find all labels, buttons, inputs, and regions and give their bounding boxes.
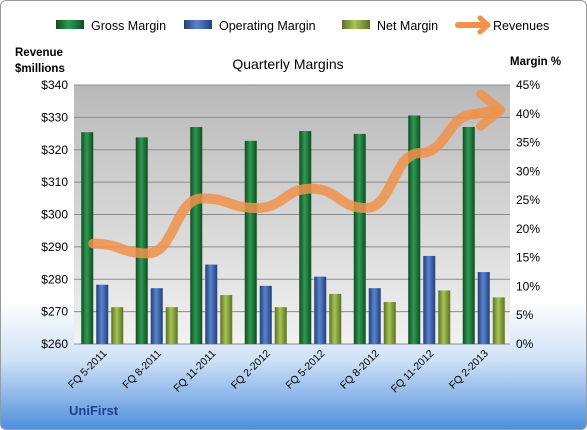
legend-swatch	[56, 20, 84, 29]
gross-margin-bar	[462, 127, 475, 344]
right-tick-label: 30%	[516, 164, 540, 178]
left-tick-label: $320	[41, 143, 68, 157]
x-tick-label: FQ 11-2011	[171, 348, 218, 395]
operating-margin-bar	[423, 255, 436, 344]
x-tick-label: FQ 2-2012	[229, 348, 273, 392]
operating-margin-bar	[205, 264, 218, 344]
legend-swatch	[184, 20, 212, 29]
right-axis-ticks: 45% 40% 35% 30% 25% 20% 15% 10% 5% 0%	[516, 78, 540, 351]
legend-label: Revenues	[493, 19, 549, 33]
operating-margin-bar	[259, 285, 272, 344]
legend-swatch	[342, 20, 370, 29]
company-label: UniFirst	[69, 403, 119, 418]
left-tick-label: $280	[41, 272, 68, 286]
legend: Gross Margin Operating Margin Net Margin Re…	[56, 15, 549, 35]
legend-label: Net Margin	[377, 19, 438, 33]
right-tick-label: 15%	[516, 251, 540, 265]
x-tick-label: FQ 5-2011	[66, 348, 110, 392]
net-margin-bar	[220, 295, 233, 344]
legend-label: Operating Margin	[219, 19, 316, 33]
legend-swatch-arrow	[477, 15, 491, 35]
net-margin-bar	[165, 307, 178, 344]
net-margin-bar	[383, 301, 396, 344]
gross-margin-bar	[135, 137, 148, 344]
gross-margin-bar	[190, 127, 203, 344]
net-margin-bar	[492, 297, 505, 344]
net-margin-bar	[438, 290, 451, 344]
x-tick-label: FQ 2-2013	[447, 348, 491, 392]
left-tick-label: $340	[41, 78, 68, 92]
left-axis-title-line2: $millions	[15, 63, 65, 75]
x-tick-label: FQ 8-2012	[338, 348, 382, 392]
left-tick-label: $300	[41, 208, 68, 222]
left-tick-label: $290	[41, 240, 68, 254]
revenue-series	[88, 89, 506, 259]
gross-margin-bar	[81, 132, 94, 344]
bar-series	[81, 115, 505, 344]
right-tick-label: 20%	[516, 222, 540, 236]
right-tick-label: 5%	[516, 308, 534, 322]
left-axis-title: Revenue $millions	[15, 47, 66, 75]
right-tick-label: 0%	[516, 337, 534, 351]
right-tick-label: 10%	[516, 279, 540, 293]
operating-margin-bar	[150, 288, 163, 344]
left-axis-title-line1: Revenue	[15, 47, 63, 59]
gross-margin-bar	[244, 140, 257, 344]
x-tick-label: FQ 11-2012	[389, 348, 437, 396]
chart-title: Quarterly Margins	[232, 56, 343, 72]
net-margin-bar	[111, 307, 124, 344]
operating-margin-bar	[314, 276, 327, 344]
revenue-arrow-shaft	[469, 105, 502, 120]
x-tick-label: FQ 5-2012	[283, 348, 327, 392]
revenue-line	[88, 109, 480, 259]
gross-margin-bar	[408, 115, 421, 344]
operating-margin-bar	[96, 284, 109, 344]
left-tick-label: $330	[41, 110, 68, 124]
x-tick-label: FQ 8-2011	[120, 348, 164, 392]
gross-margin-bar	[299, 131, 312, 344]
x-axis-ticks: FQ 5-2011 FQ 8-2011 FQ 11-2011 FQ 2-2012 FQ …	[66, 348, 491, 396]
right-tick-label: 35%	[516, 136, 540, 150]
gross-margin-bar	[353, 133, 366, 344]
legend-label: Gross Margin	[91, 19, 166, 33]
net-margin-bar	[274, 307, 287, 344]
left-tick-label: $310	[41, 175, 68, 189]
right-axis-title: Margin %	[510, 56, 561, 68]
right-tick-label: 25%	[516, 193, 540, 207]
operating-margin-bar	[477, 272, 490, 344]
left-axis-ticks: $340 $330 $320 $310 $300 $290 $280 $270 $260	[41, 78, 68, 351]
right-tick-label: 45%	[516, 78, 540, 92]
operating-margin-bar	[368, 288, 381, 344]
net-margin-bar	[329, 293, 342, 344]
left-tick-label: $260	[41, 337, 68, 351]
right-tick-label: 40%	[516, 107, 540, 121]
left-tick-label: $270	[41, 305, 68, 319]
